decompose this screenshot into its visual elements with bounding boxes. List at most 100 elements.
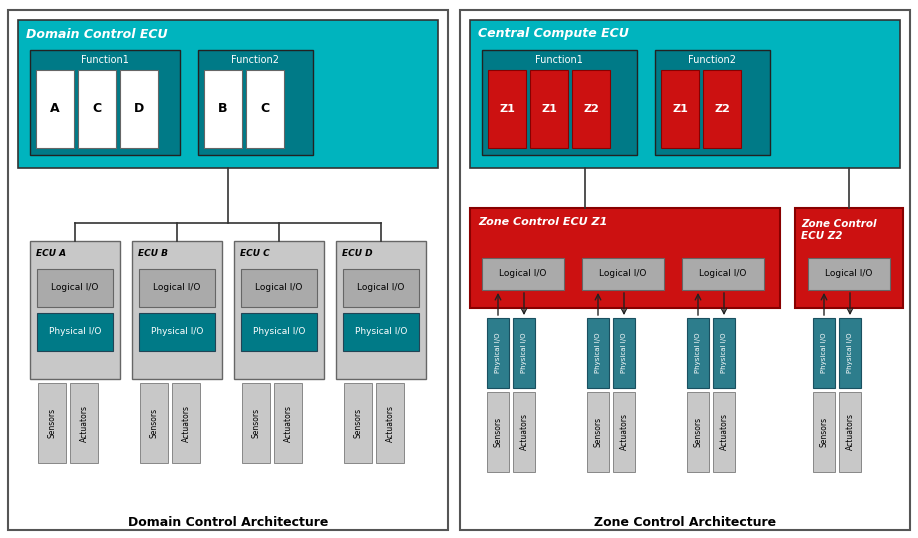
Bar bbox=[613, 392, 635, 472]
Text: Logical I/O: Logical I/O bbox=[153, 284, 201, 293]
Text: Function1: Function1 bbox=[81, 55, 129, 65]
Bar bbox=[587, 318, 609, 388]
Bar bbox=[813, 392, 835, 472]
Text: Physical I/O: Physical I/O bbox=[821, 332, 827, 373]
Bar bbox=[513, 318, 535, 388]
Bar bbox=[655, 50, 770, 155]
Text: ECU D: ECU D bbox=[342, 249, 373, 258]
Bar bbox=[582, 258, 664, 290]
Text: Sensors: Sensors bbox=[353, 408, 363, 438]
Bar bbox=[795, 208, 903, 308]
Text: Physical I/O: Physical I/O bbox=[521, 332, 527, 373]
Text: Z1: Z1 bbox=[672, 104, 688, 114]
Bar bbox=[30, 241, 120, 379]
Bar bbox=[488, 70, 526, 148]
Text: Physical I/O: Physical I/O bbox=[252, 328, 305, 336]
Text: Sensors: Sensors bbox=[594, 417, 602, 447]
Bar bbox=[661, 70, 699, 148]
Text: Logical I/O: Logical I/O bbox=[599, 270, 646, 279]
Text: Physical I/O: Physical I/O bbox=[49, 328, 101, 336]
Text: B: B bbox=[218, 103, 228, 116]
Bar bbox=[36, 70, 74, 148]
Bar bbox=[530, 70, 568, 148]
Text: Physical I/O: Physical I/O bbox=[621, 332, 627, 373]
Bar bbox=[343, 269, 419, 307]
Bar bbox=[572, 70, 610, 148]
Text: Logical I/O: Logical I/O bbox=[357, 284, 405, 293]
Text: Zone Control ECU Z1: Zone Control ECU Z1 bbox=[478, 217, 608, 227]
Text: Actuators: Actuators bbox=[620, 414, 629, 450]
Bar bbox=[687, 392, 709, 472]
Bar bbox=[713, 318, 735, 388]
Bar bbox=[839, 392, 861, 472]
Bar bbox=[808, 258, 890, 290]
Bar bbox=[587, 392, 609, 472]
Bar bbox=[460, 10, 910, 530]
Text: C: C bbox=[261, 103, 270, 116]
Text: Z2: Z2 bbox=[714, 104, 730, 114]
Text: ECU B: ECU B bbox=[138, 249, 168, 258]
Text: Actuators: Actuators bbox=[284, 405, 293, 442]
Bar bbox=[513, 392, 535, 472]
Bar bbox=[241, 313, 317, 351]
Text: Domain Control Architecture: Domain Control Architecture bbox=[128, 515, 329, 528]
Text: Sensors: Sensors bbox=[252, 408, 261, 438]
Text: Actuators: Actuators bbox=[720, 414, 729, 450]
Bar bbox=[487, 318, 509, 388]
Text: ECU A: ECU A bbox=[36, 249, 66, 258]
Bar bbox=[8, 10, 448, 530]
Bar bbox=[613, 318, 635, 388]
Text: Physical I/O: Physical I/O bbox=[355, 328, 408, 336]
Text: D: D bbox=[134, 103, 144, 116]
Text: Z1: Z1 bbox=[499, 104, 515, 114]
Bar bbox=[470, 208, 780, 308]
Bar bbox=[30, 50, 180, 155]
Bar bbox=[132, 241, 222, 379]
Text: Actuators: Actuators bbox=[386, 405, 395, 442]
Text: Logical I/O: Logical I/O bbox=[825, 270, 873, 279]
Text: A: A bbox=[50, 103, 60, 116]
Text: C: C bbox=[93, 103, 102, 116]
Text: ECU C: ECU C bbox=[240, 249, 270, 258]
Text: Logical I/O: Logical I/O bbox=[51, 284, 99, 293]
Bar bbox=[246, 70, 284, 148]
Text: Logical I/O: Logical I/O bbox=[255, 284, 303, 293]
Bar bbox=[482, 50, 637, 155]
Bar bbox=[687, 318, 709, 388]
Text: Z2: Z2 bbox=[583, 104, 599, 114]
Text: Function1: Function1 bbox=[535, 55, 583, 65]
Text: Physical I/O: Physical I/O bbox=[721, 332, 727, 373]
Bar bbox=[38, 383, 66, 463]
Bar bbox=[204, 70, 242, 148]
Text: Actuators: Actuators bbox=[80, 405, 88, 442]
Bar bbox=[703, 70, 741, 148]
Bar bbox=[839, 318, 861, 388]
Bar bbox=[234, 241, 324, 379]
Bar bbox=[343, 313, 419, 351]
Text: Sensors: Sensors bbox=[693, 417, 702, 447]
Text: Actuators: Actuators bbox=[520, 414, 529, 450]
Text: Physical I/O: Physical I/O bbox=[695, 332, 701, 373]
Bar bbox=[139, 269, 215, 307]
Bar bbox=[344, 383, 372, 463]
Text: Function2: Function2 bbox=[231, 55, 279, 65]
Bar bbox=[682, 258, 764, 290]
Bar bbox=[198, 50, 313, 155]
Text: Zone Control Architecture: Zone Control Architecture bbox=[594, 515, 776, 528]
Bar bbox=[713, 392, 735, 472]
Text: Zone Control
ECU Z2: Zone Control ECU Z2 bbox=[801, 219, 877, 241]
Bar bbox=[241, 269, 317, 307]
Text: Function2: Function2 bbox=[688, 55, 736, 65]
Bar bbox=[274, 383, 302, 463]
Text: Sensors: Sensors bbox=[48, 408, 57, 438]
Bar bbox=[172, 383, 200, 463]
Text: Sensors: Sensors bbox=[494, 417, 502, 447]
Text: Sensors: Sensors bbox=[820, 417, 829, 447]
Bar bbox=[376, 383, 404, 463]
Text: Logical I/O: Logical I/O bbox=[700, 270, 746, 279]
Bar bbox=[487, 392, 509, 472]
Text: Logical I/O: Logical I/O bbox=[499, 270, 547, 279]
Text: Physical I/O: Physical I/O bbox=[495, 332, 501, 373]
Bar bbox=[140, 383, 168, 463]
Text: Physical I/O: Physical I/O bbox=[847, 332, 853, 373]
